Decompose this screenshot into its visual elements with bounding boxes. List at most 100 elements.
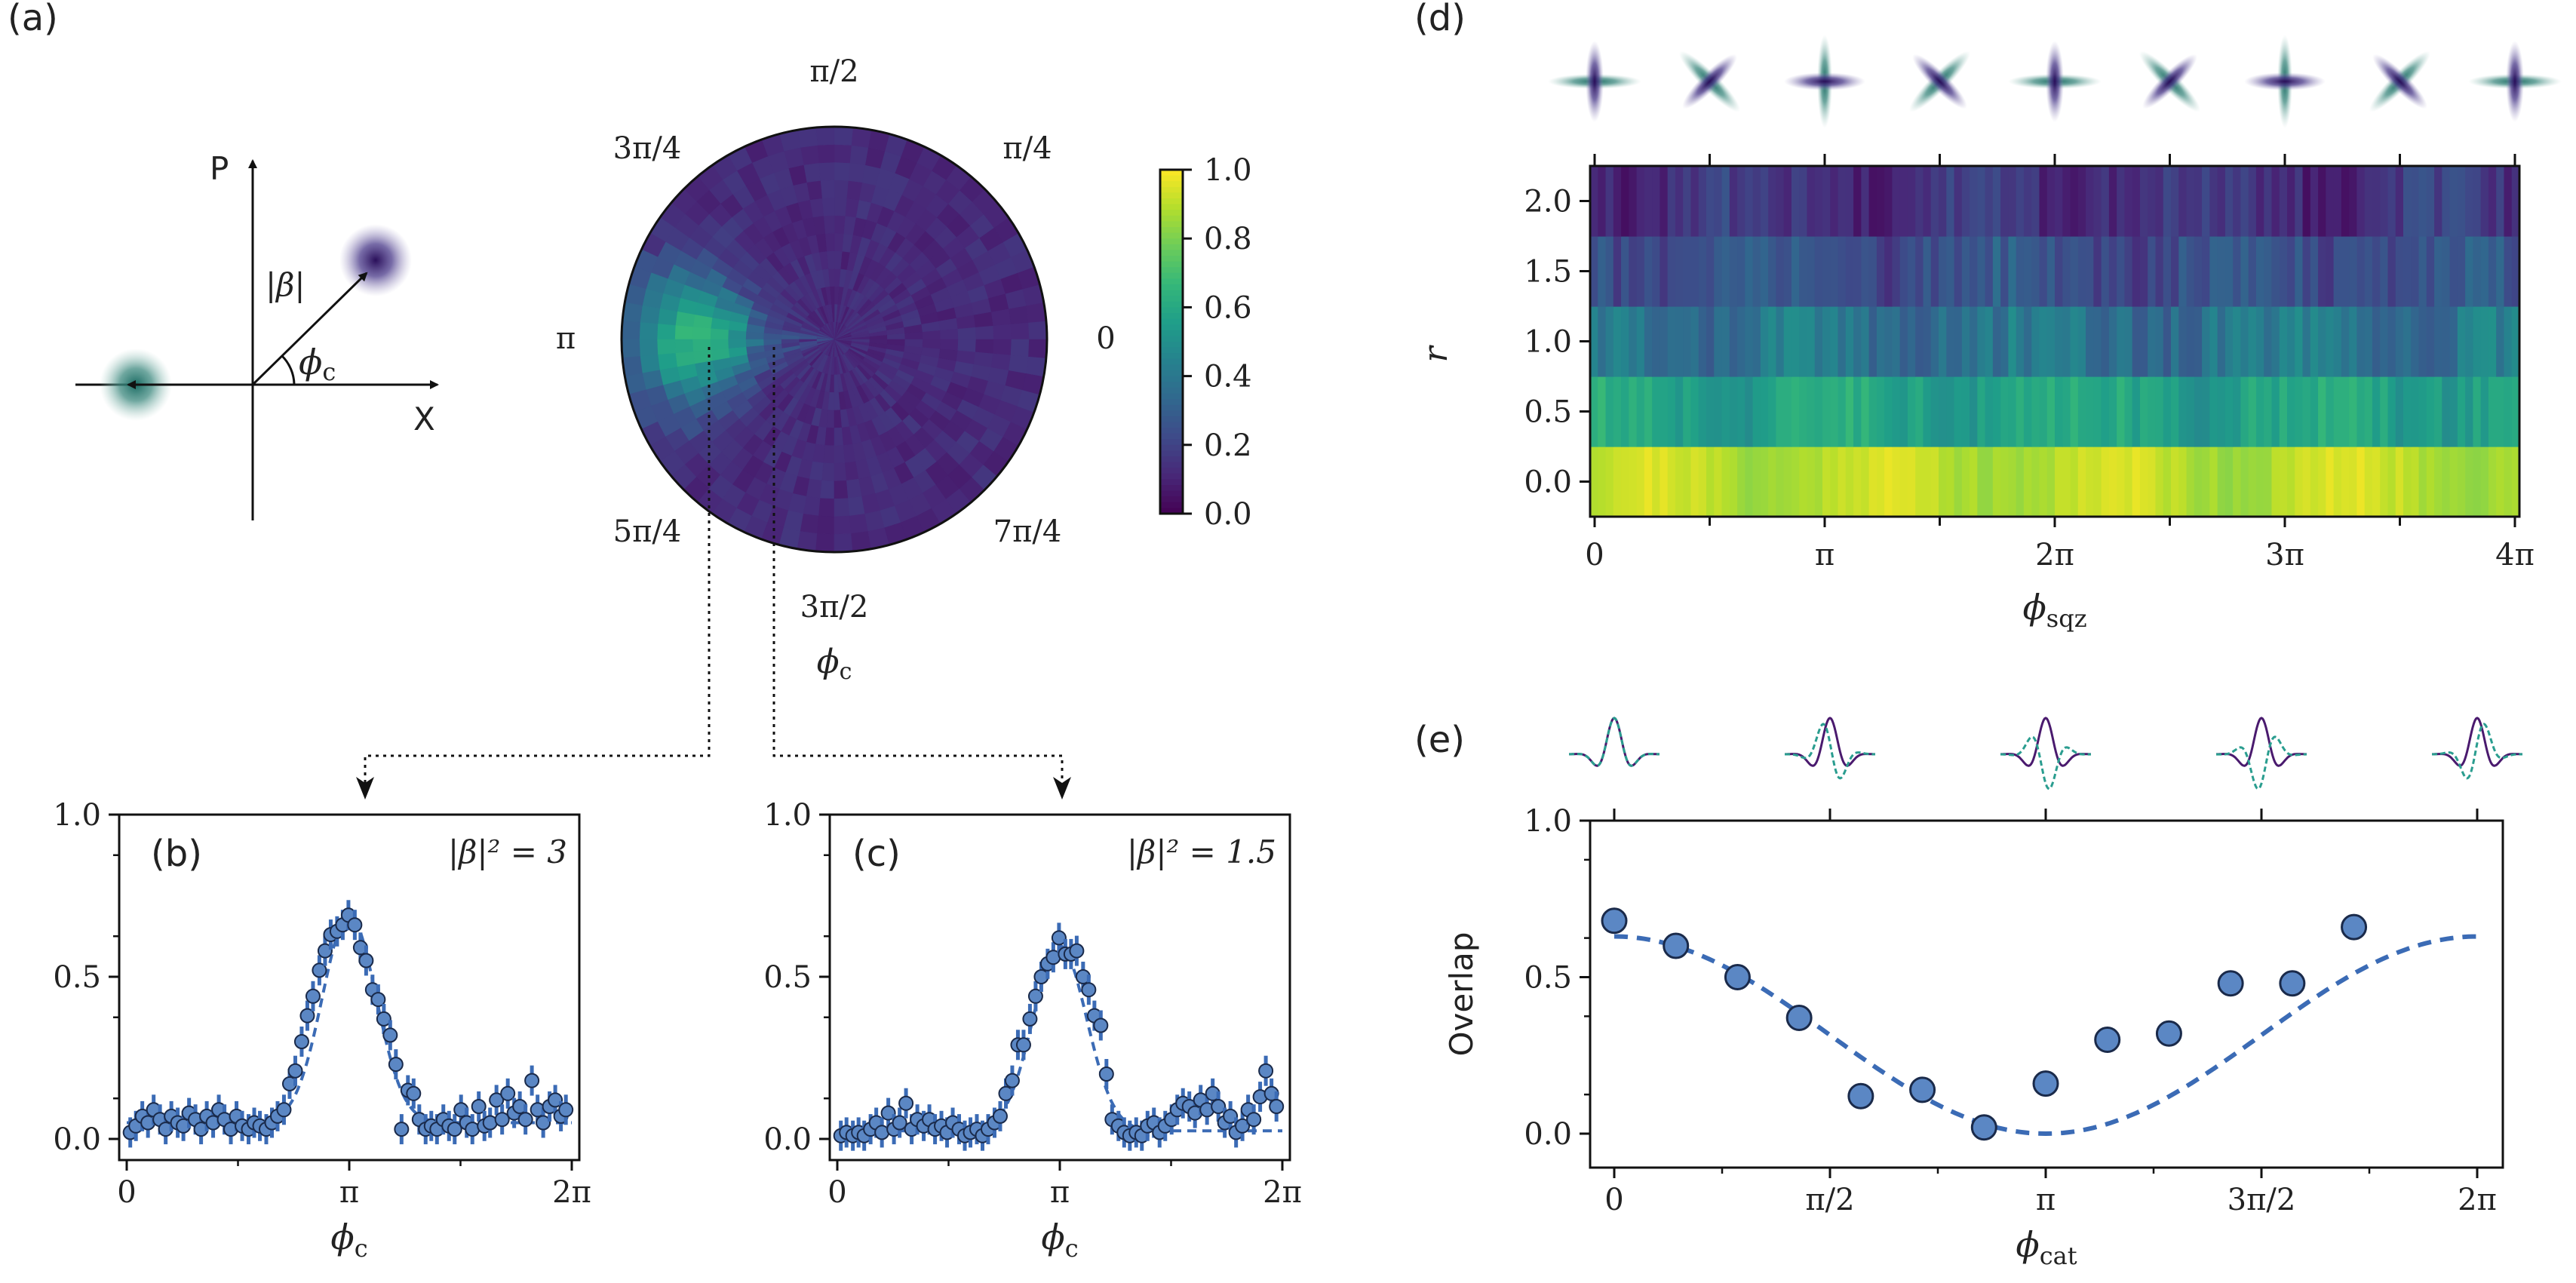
heatmap-cell (2380, 376, 2389, 447)
polar-plot: π/2 π/4 0 7π/4 3π/2 5π/4 π 3π/4 ϕc (556, 54, 1116, 685)
heatmap-cell (2008, 376, 2017, 447)
data-point (471, 1099, 487, 1114)
x-tick-label: 0 (117, 1175, 136, 1210)
squeezed-ellipse (1784, 72, 1865, 91)
polar-cell (674, 325, 694, 340)
heatmap-cell (1652, 166, 1660, 237)
heatmap-cell (1667, 306, 1676, 377)
colorbar-segment (1160, 370, 1183, 377)
heatmap-cell (1876, 376, 1885, 447)
polar-cell (800, 514, 819, 534)
heatmap-cell (2449, 306, 2458, 377)
heatmap-cell (2349, 166, 2357, 237)
polar-cell (834, 161, 850, 181)
polar-cell (975, 325, 994, 340)
y-tick-label: 1.0 (1524, 325, 1572, 360)
heatmap-cell (1613, 447, 1622, 517)
heatmap-cell (1853, 306, 1862, 377)
heatmap-cell (1907, 447, 1916, 517)
heatmap-cell (2380, 166, 2389, 237)
heatmap-cell (1783, 306, 1792, 377)
panel-label-e: (e) (1414, 719, 1465, 761)
heatmap-cell (2248, 376, 2257, 447)
heatmap-cell (1915, 447, 1924, 517)
heatmap-cell (2171, 166, 2179, 237)
heatmap-cell (2248, 236, 2257, 307)
heatmap-cell (1939, 447, 1947, 517)
data-point (880, 1105, 896, 1121)
heatmap-cell (2233, 236, 2241, 307)
heatmap-cell (2341, 236, 2350, 307)
heatmap-cell (2302, 306, 2311, 377)
heatmap-cell (2000, 236, 2009, 307)
heatmap-cell (1636, 166, 1645, 237)
data-point (347, 917, 363, 933)
heatmap-cell (2086, 376, 2094, 447)
heatmap-cell (2224, 376, 2234, 447)
polar-angle-label: 0 (1096, 321, 1115, 356)
heatmap-cell (2442, 447, 2451, 517)
colorbar-segment (1160, 175, 1183, 183)
heatmap-cell (1621, 376, 1629, 447)
heatmap-cell (2310, 447, 2319, 517)
heatmap-cell (1660, 306, 1669, 377)
colorbar: 0.0 0.2 0.4 0.6 0.8 1.0 (1159, 153, 1252, 532)
heatmap-cell (2504, 376, 2513, 447)
polar-cell (975, 339, 994, 354)
colorbar-gradient (1160, 170, 1183, 514)
heatmap-cell (2139, 376, 2148, 447)
polar-cell (904, 339, 923, 348)
heatmap-cell (1939, 306, 1947, 377)
heatmap-cell (2442, 306, 2451, 377)
heatmap-cell (2148, 166, 2157, 237)
heatmap-cell (2070, 166, 2079, 237)
data-point (1258, 1063, 1274, 1079)
heatmap-cell (1629, 306, 1638, 377)
heatmap-cell (2496, 306, 2505, 377)
data-point (494, 1112, 510, 1128)
polar-cell (834, 232, 844, 252)
data-point (376, 1011, 391, 1027)
heatmap-cell (2077, 306, 2086, 377)
heatmap-cell (2046, 376, 2056, 447)
heatmap-cell (1714, 447, 1723, 517)
data-point (489, 1092, 505, 1108)
data-point (1663, 932, 1690, 959)
heatmap-cell (1992, 306, 2001, 377)
y-tick-label: 0.5 (1524, 961, 1572, 996)
colorbar-segment (1160, 456, 1183, 463)
heatmap-cell (1698, 376, 1707, 447)
polar-cell (1010, 322, 1030, 340)
colorbar-segment (1160, 485, 1183, 492)
heatmap-cell (1683, 306, 1692, 377)
heatmap-cell (1636, 376, 1645, 447)
heatmap-cell (2117, 376, 2125, 447)
heatmap-cell (2395, 306, 2404, 377)
heatmap-cell (2255, 306, 2264, 377)
heatmap-cell (2233, 306, 2241, 377)
heatmap-cell (1729, 166, 1738, 237)
heatmap-cell (1838, 306, 1847, 377)
heatmap-cell (2465, 447, 2473, 517)
beta-vector (251, 272, 368, 386)
panel-b-annotation: |β|² = 3 (448, 833, 567, 870)
heatmap-cell (2031, 376, 2040, 447)
heatmap-cell (1783, 236, 1792, 307)
colorbar-segment (1160, 376, 1183, 383)
heatmap-cell (2186, 166, 2195, 237)
colorbar-segment (1160, 433, 1183, 440)
heatmap-cell (1977, 306, 1986, 377)
heatmap-cell (2426, 166, 2435, 237)
heatmap-cell (1745, 376, 1754, 447)
polar-cell (834, 480, 849, 499)
colorbar-segment (1160, 256, 1183, 262)
data-point (287, 1063, 303, 1079)
colorbar-segment (1160, 232, 1183, 240)
heatmap-cell (2496, 447, 2505, 517)
heatmap-cell (1621, 447, 1629, 517)
phi-label: ϕc (299, 342, 336, 386)
heatmap-cell (2108, 447, 2117, 517)
heatmap-cell (2442, 166, 2451, 237)
polar-cell (834, 215, 846, 234)
connector-arrowhead (1053, 777, 1071, 800)
